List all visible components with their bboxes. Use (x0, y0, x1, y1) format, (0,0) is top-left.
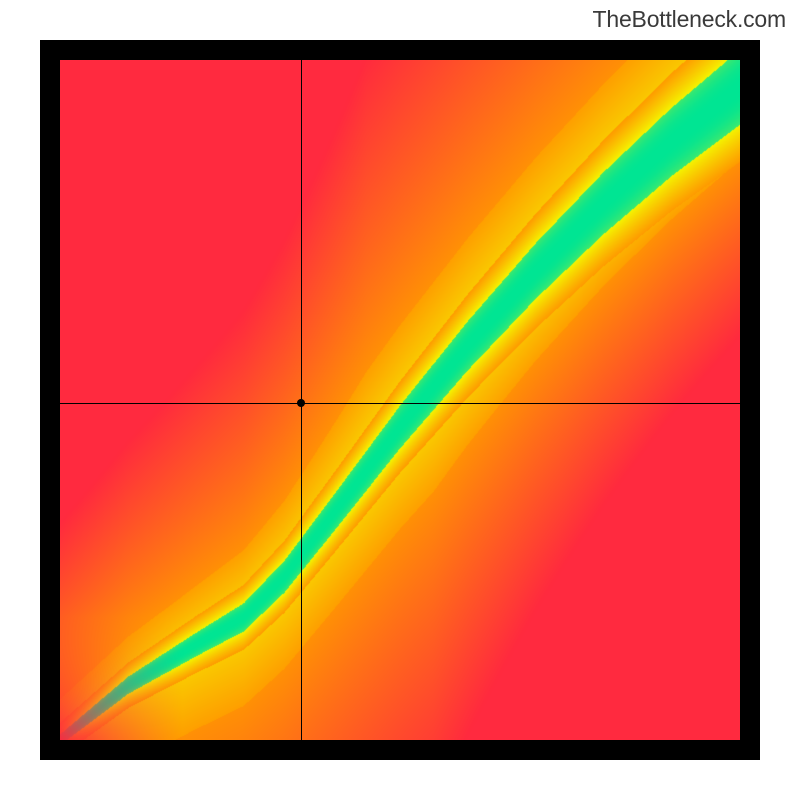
marker-point (297, 399, 305, 407)
chart-container: TheBottleneck.com (0, 0, 800, 800)
watermark-text: TheBottleneck.com (593, 6, 786, 33)
crosshair-horizontal (60, 403, 740, 404)
heatmap-canvas (60, 60, 740, 740)
plot-frame (40, 40, 760, 760)
